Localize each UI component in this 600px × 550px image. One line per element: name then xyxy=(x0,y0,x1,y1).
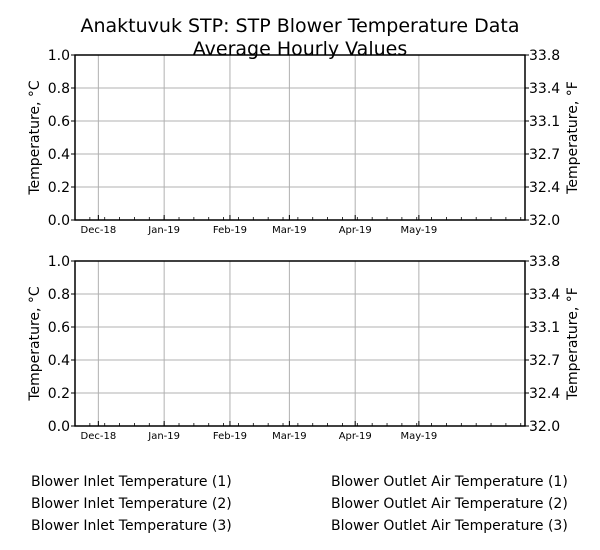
chart-title: Anaktuvuk STP: STP Blower Temperature Da… xyxy=(80,15,520,37)
x-tick-label: May-19 xyxy=(400,225,437,236)
y-axis-label-right: Temperature, °F xyxy=(565,287,581,401)
legend-item-outlet-1: Blower Outlet Air Temperature (1) xyxy=(331,474,568,490)
y-tick-label-right: 33.1 xyxy=(529,320,560,336)
y-axis-label-left: Temperature, °C xyxy=(27,80,43,196)
legend-item-inlet-2: Blower Inlet Temperature (2) xyxy=(31,496,232,512)
x-tick-label: Dec-18 xyxy=(81,225,117,236)
y-tick-label-left: 0.0 xyxy=(48,419,70,435)
y-tick-label-right: 33.4 xyxy=(529,81,560,97)
y-tick-label-left: 0.4 xyxy=(48,353,70,369)
legend-item-inlet-3: Blower Inlet Temperature (3) xyxy=(31,518,232,534)
y-tick-label-left: 0.8 xyxy=(48,287,70,303)
y-tick-label-left: 0.2 xyxy=(48,386,70,402)
x-tick-label: Apr-19 xyxy=(339,225,372,236)
x-tick-label: Feb-19 xyxy=(213,431,247,442)
y-tick-label-left: 0.8 xyxy=(48,81,70,97)
y-tick-label-right: 33.4 xyxy=(529,287,560,303)
legend-item-outlet-3: Blower Outlet Air Temperature (3) xyxy=(331,518,568,534)
y-tick-label-left: 0.0 xyxy=(48,213,70,229)
x-tick-label: Jan-19 xyxy=(147,225,180,236)
x-tick-label: Feb-19 xyxy=(213,225,247,236)
x-tick-label: Jan-19 xyxy=(147,431,180,442)
y-axis-label-right: Temperature, °F xyxy=(565,81,581,195)
y-tick-label-right: 32.7 xyxy=(529,353,560,369)
y-tick-label-left: 0.6 xyxy=(48,114,70,130)
y-tick-label-left: 1.0 xyxy=(48,254,70,270)
y-tick-label-left: 1.0 xyxy=(48,48,70,64)
x-tick-label: Mar-19 xyxy=(272,225,307,236)
y-tick-label-left: 0.6 xyxy=(48,320,70,336)
y-axis-label-left: Temperature, °C xyxy=(27,286,43,402)
x-tick-label: Mar-19 xyxy=(272,431,307,442)
y-tick-label-right: 32.4 xyxy=(529,180,560,196)
x-tick-label: Dec-18 xyxy=(81,431,117,442)
legend-item-inlet-1: Blower Inlet Temperature (1) xyxy=(31,474,232,490)
x-tick-label: Apr-19 xyxy=(339,431,372,442)
plot-frame xyxy=(74,260,526,427)
y-tick-label-right: 33.8 xyxy=(529,48,560,64)
y-tick-label-right: 32.0 xyxy=(529,213,560,229)
x-tick-label: May-19 xyxy=(400,431,437,442)
y-tick-label-right: 32.0 xyxy=(529,419,560,435)
y-tick-label-right: 33.8 xyxy=(529,254,560,270)
y-tick-label-left: 0.2 xyxy=(48,180,70,196)
y-tick-label-right: 33.1 xyxy=(529,114,560,130)
legend-item-outlet-2: Blower Outlet Air Temperature (2) xyxy=(331,496,568,512)
y-tick-label-left: 0.4 xyxy=(48,147,70,163)
y-tick-label-right: 32.4 xyxy=(529,386,560,402)
plot-frame xyxy=(74,54,526,221)
y-tick-label-right: 32.7 xyxy=(529,147,560,163)
